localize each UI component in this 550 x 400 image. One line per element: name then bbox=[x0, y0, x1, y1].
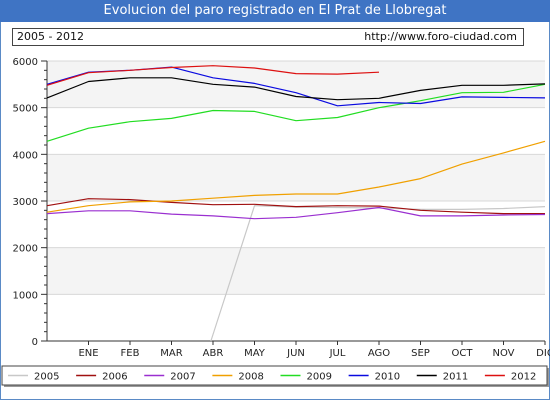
site-url-link[interactable]: http://www.foro-ciudad.com bbox=[364, 30, 517, 43]
x-tick-label: SEP bbox=[411, 348, 430, 359]
y-tick-label: 6000 bbox=[13, 57, 38, 68]
plot-band bbox=[47, 154, 545, 201]
y-tick-label: 3000 bbox=[13, 197, 38, 208]
plot-band bbox=[47, 247, 545, 295]
x-tick-label: ABR bbox=[203, 348, 224, 359]
x-tick-label: DIC bbox=[536, 348, 550, 359]
legend-label: 2012 bbox=[511, 372, 536, 383]
legend-label: 2006 bbox=[102, 372, 127, 383]
y-tick-label: 2000 bbox=[13, 244, 38, 255]
plot-area: 0 1000 2000 3000 4000 5000 6000 ENE FEB MAR ABR MAY… bbox=[13, 57, 550, 359]
x-tick-label: NOV bbox=[492, 348, 514, 359]
y-tick-label: 4000 bbox=[13, 150, 38, 161]
legend-label: 2005 bbox=[34, 372, 59, 383]
legend-label: 2008 bbox=[238, 372, 263, 383]
x-tick-label: OCT bbox=[452, 348, 474, 359]
legend-label: 2007 bbox=[170, 372, 195, 383]
x-tick-label: JUN bbox=[286, 348, 305, 359]
x-tick-label: FEB bbox=[121, 348, 140, 359]
series-line-2012 bbox=[46, 65, 380, 86]
y-tick-label: 1000 bbox=[13, 290, 38, 301]
x-tick-label: MAY bbox=[244, 348, 266, 359]
series-line-2011 bbox=[46, 77, 546, 101]
legend-box bbox=[1, 365, 548, 386]
series-line-2007 bbox=[46, 206, 546, 220]
x-tick-label: AGO bbox=[368, 348, 390, 359]
legend-label: 2011 bbox=[443, 372, 468, 383]
period-label: 2005 - 2012 bbox=[17, 30, 84, 43]
series-line-2008 bbox=[46, 140, 546, 213]
legend-label: 2010 bbox=[375, 372, 400, 383]
chart-title: Evolucion del paro registrado en El Prat… bbox=[0, 0, 550, 22]
info-box: 2005 - 2012 http://www.foro-ciudad.com bbox=[12, 28, 524, 46]
x-tick-label: ENE bbox=[78, 348, 98, 359]
x-tick-label: JUL bbox=[329, 348, 346, 359]
plot-band bbox=[47, 61, 545, 108]
y-tick-label: 0 bbox=[32, 337, 38, 348]
y-tick-label: 5000 bbox=[13, 104, 38, 115]
x-tick-label: MAR bbox=[160, 348, 182, 359]
legend-label: 2009 bbox=[307, 372, 332, 383]
series-line-2006 bbox=[46, 198, 545, 215]
series-line-2009 bbox=[46, 83, 546, 142]
legend: 2005 2006 2007 2008 2009 2010 2011 2012 bbox=[1, 365, 549, 387]
